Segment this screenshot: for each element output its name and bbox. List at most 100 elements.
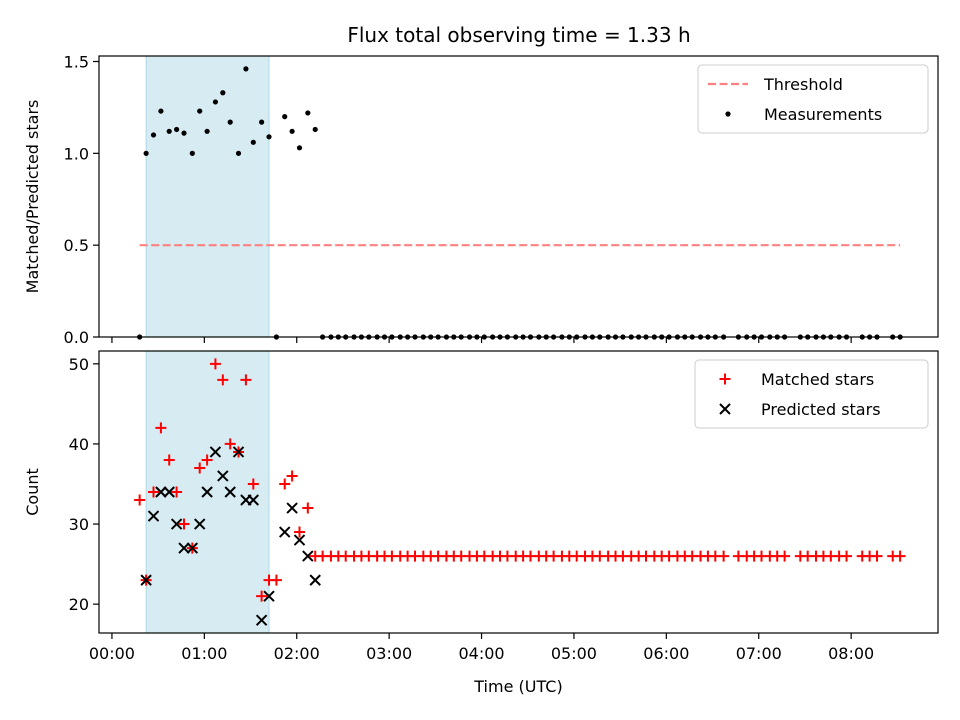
predicted-star-point (247, 494, 260, 506)
matched-star-point (155, 422, 167, 434)
predicted-star-point (309, 574, 321, 586)
predicted-star-point (140, 574, 152, 586)
matched-star-point (240, 374, 252, 386)
predicted-star-point (194, 518, 206, 530)
plot-data-layer (134, 358, 906, 626)
measurement-point (266, 134, 272, 140)
predicted-star-point (286, 502, 298, 514)
measurement-point (212, 99, 219, 105)
matched-star-point (163, 454, 175, 466)
measurement-point (174, 126, 180, 133)
measurement-point (243, 66, 249, 72)
measurement-point (282, 114, 288, 120)
y-tick-label: 20 (69, 595, 89, 614)
matched-star-point (779, 550, 791, 562)
y-tick-label: 40 (69, 435, 89, 454)
legend: Matched stars Predicted stars (694, 359, 929, 429)
x-tick-label: 02:00 (274, 644, 320, 663)
top-subplot: 0.0 0.5 1.0 1.5 Matched/Predicted stars Thres… (23, 53, 939, 347)
predicted-star-point (209, 446, 222, 458)
measurement-point (189, 150, 195, 156)
x-tick-label: 05:00 (551, 644, 597, 663)
measurement-point (296, 145, 303, 151)
matched-star-point (270, 574, 282, 586)
legend-predicted-swatch (719, 403, 731, 415)
y-tick-label: 1.0 (64, 144, 89, 163)
matched-star-point (286, 470, 298, 482)
predicted-star-point (201, 486, 213, 498)
measurement-point (250, 139, 256, 145)
y-tick-label: 0.0 (64, 328, 89, 347)
matched-star-point (201, 454, 213, 466)
legend-entry-label: Matched stars (761, 370, 874, 389)
matched-star-point (256, 590, 268, 602)
x-tick-label: 00:00 (89, 644, 135, 663)
predicted-star-point (279, 526, 291, 538)
measurement-point (305, 110, 311, 116)
x-axis-label: Time (UTC) (473, 677, 562, 696)
legend-entry-label: Threshold (763, 75, 843, 94)
predicted-star-point (163, 486, 175, 498)
legend-box (694, 359, 929, 429)
legend: Threshold Measurements (697, 64, 929, 134)
matched-star-point (171, 486, 183, 498)
legend-matched-swatch (719, 373, 731, 385)
measurement-point (158, 108, 164, 114)
predicted-star-point (224, 486, 236, 498)
matched-star-point (294, 526, 306, 538)
x-tick-label: 04:00 (458, 644, 504, 663)
y-tick-label: 1.5 (64, 53, 89, 72)
legend-entry-label: Predicted stars (761, 400, 881, 419)
measurement-point (204, 128, 210, 134)
predicted-star-point (302, 550, 314, 562)
predicted-star-point (178, 542, 190, 554)
measurement-point (312, 126, 318, 133)
y-tick-label: 0.5 (64, 236, 89, 255)
legend-entry-label: Measurements (764, 105, 882, 124)
measurement-point (197, 108, 203, 114)
x-tick-label: 07:00 (736, 644, 782, 663)
matched-star-point (134, 494, 146, 506)
matched-star-point (217, 374, 229, 386)
y-axis-label: Matched/Predicted stars (23, 100, 42, 294)
matched-star-point (178, 518, 190, 530)
bottom-subplot: 20 30 40 50 00:00 01:00 02:00 03:00 04:00 05:00 06… (23, 350, 939, 696)
matched-star-point (224, 438, 236, 450)
matched-star-point (302, 502, 314, 514)
legend-measurement-swatch (725, 111, 731, 117)
measurement-point (166, 128, 172, 134)
matched-star-point (718, 550, 730, 562)
x-tick-label: 06:00 (643, 644, 689, 663)
predicted-star-point (147, 510, 160, 522)
y-axis-label: Count (23, 468, 42, 516)
predicted-star-point (255, 614, 268, 626)
matched-star-point (194, 462, 206, 474)
y-tick-label: 30 (69, 515, 89, 534)
matched-star-point (247, 478, 259, 490)
measurement-point (220, 90, 226, 96)
measurement-point (143, 150, 149, 156)
matched-star-point (871, 550, 883, 562)
measurement-point (227, 119, 233, 125)
matched-star-point (894, 550, 906, 562)
measurement-point (289, 128, 295, 134)
matched-star-point (209, 358, 221, 370)
legend-box (697, 64, 929, 134)
predicted-star-point (155, 486, 167, 498)
predicted-star-point (217, 470, 229, 482)
measurement-point (235, 150, 242, 156)
measurement-point (150, 132, 157, 138)
matched-star-point (279, 478, 291, 490)
x-tick-label: 03:00 (366, 644, 412, 663)
measurement-point (181, 130, 187, 136)
chart-title: Flux total observing time = 1.33 h (347, 23, 690, 47)
predicted-star-point (263, 590, 275, 602)
axes-frame (98, 55, 939, 338)
x-tick-label: 08:00 (828, 644, 874, 663)
matched-star-point (841, 550, 853, 562)
predicted-star-point (186, 542, 199, 554)
shaded-observing-region (145, 55, 270, 338)
y-tick-label: 50 (69, 355, 89, 374)
x-tick-label: 01:00 (181, 644, 227, 663)
